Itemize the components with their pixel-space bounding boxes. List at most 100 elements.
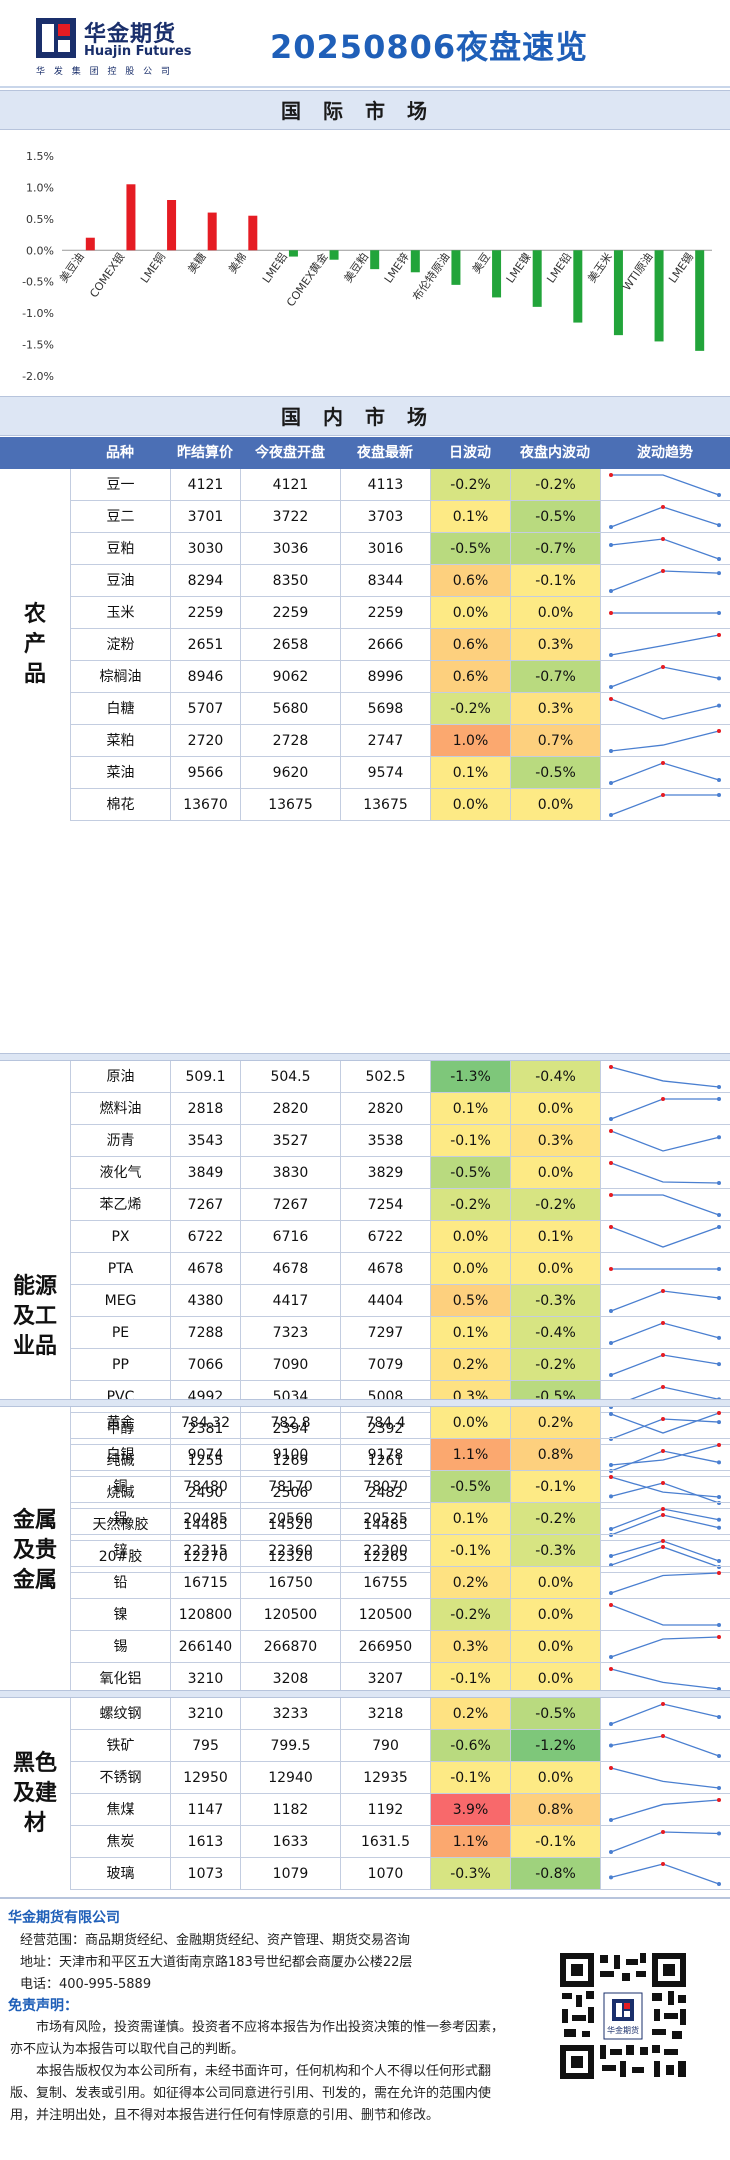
cell-open: 3036 [240, 533, 340, 565]
trend-sparkline [600, 1503, 730, 1535]
cell-prev: 1613 [170, 1826, 240, 1858]
cell-prev: 2651 [170, 629, 240, 661]
y-tick-label: 0.0% [26, 244, 54, 257]
trend-high-point [661, 1830, 665, 1834]
trend-line [610, 1290, 720, 1312]
cell-night: 0.8% [510, 1439, 600, 1471]
trend-point [717, 1411, 721, 1415]
cell-latest: 8344 [340, 565, 430, 597]
cell-night: 0.7% [510, 725, 600, 757]
cell-day: 0.0% [430, 1221, 510, 1253]
table-row: 铁矿 795 799.5 790 -0.6% -1.2% [0, 1730, 730, 1762]
cell-prev: 7066 [170, 1349, 240, 1381]
cell-latest: 9574 [340, 757, 430, 789]
trend-line [610, 1572, 720, 1594]
cell-day: 0.2% [430, 1349, 510, 1381]
cell-day: 1.0% [430, 725, 510, 757]
trend-line [610, 1130, 720, 1152]
trend-line [610, 1412, 720, 1434]
trend-line [610, 1799, 720, 1821]
report-footer: 华金期货有限公司 经营范围：商品期货经纪、金融期货经纪、资产管理、期货交易咨询 … [0, 1897, 730, 2160]
trend-high-point [661, 537, 665, 541]
cell-name: 豆一 [70, 469, 170, 501]
trend-sparkline [600, 1061, 730, 1093]
table-row: 苯乙烯 7267 7267 7254 -0.2% -0.2% [0, 1189, 730, 1221]
footer-phone: 电话：400-995-5889 [20, 1977, 152, 1992]
cell-prev: 4678 [170, 1253, 240, 1285]
cell-prev: 8294 [170, 565, 240, 597]
cell-night: -0.5% [510, 757, 600, 789]
trend-line [610, 1098, 719, 1120]
trend-sparkline [600, 501, 730, 533]
cell-name: 燃料油 [70, 1093, 170, 1125]
cell-name: 棉花 [70, 789, 170, 821]
cell-prev: 3210 [170, 1698, 240, 1730]
cell-prev: 266140 [170, 1631, 240, 1663]
trend-point [717, 571, 721, 576]
trend-point [609, 1818, 613, 1822]
cell-prev: 4380 [170, 1285, 240, 1317]
footer-company: 华金期货有限公司 [8, 1910, 120, 1926]
cell-latest: 22300 [340, 1535, 430, 1567]
logo-subtitle: 华 发 集 团 控 股 公 司 [36, 67, 174, 77]
table-row: 白糖 5707 5680 5698 -0.2% 0.3% [0, 693, 730, 725]
bar [329, 250, 339, 260]
cell-open: 799.5 [240, 1730, 340, 1762]
trend-point [717, 611, 721, 615]
trend-point [609, 1494, 613, 1499]
cell-night: 0.2% [510, 1407, 600, 1439]
cell-latest: 9178 [340, 1439, 430, 1471]
trend-point [717, 1443, 721, 1447]
trend-point [717, 793, 721, 797]
cell-latest: 6722 [340, 1221, 430, 1253]
bar [85, 237, 95, 251]
trend-line [610, 1604, 719, 1626]
cell-prev: 2259 [170, 597, 240, 629]
col-header-day: 日波动 [449, 445, 491, 461]
cell-prev: 8946 [170, 661, 240, 693]
table-row: 锌 22315 22360 22300 -0.1% -0.3% [0, 1535, 730, 1567]
cell-day: 0.6% [430, 565, 510, 597]
cell-name: 镍 [70, 1599, 170, 1631]
table-header: 品种 昨结算价 今夜盘开盘 夜盘最新 日波动 夜盘内波动 波动趋势 [0, 437, 730, 469]
company-logo: 华金期货 Huajin Futures 华 发 集 团 控 股 公 司 [36, 16, 196, 77]
cell-latest: 8996 [340, 661, 430, 693]
trend-point [609, 781, 613, 785]
trend-point [717, 676, 721, 681]
cell-prev: 6722 [170, 1221, 240, 1253]
group-separator [0, 1399, 730, 1407]
trend-high-point [661, 569, 665, 573]
col-header-latest: 夜盘最新 [357, 445, 413, 461]
cell-night: -0.2% [510, 1349, 600, 1381]
table-row: PTA 4678 4678 4678 0.0% 0.0% [0, 1253, 730, 1285]
cell-latest: 3016 [340, 533, 430, 565]
cell-prev: 120800 [170, 1599, 240, 1631]
disclaimer-title: 免责声明： [8, 1998, 78, 2014]
trend-point [609, 1463, 613, 1467]
trend-high-point [661, 1702, 665, 1706]
x-category-label: WTI原油 [619, 250, 655, 293]
trend-sparkline [600, 757, 730, 789]
cell-day: -1.3% [430, 1061, 510, 1093]
cell-night: -0.1% [510, 1826, 600, 1858]
trend-line [610, 762, 720, 784]
trend-sparkline [600, 789, 730, 821]
cell-latest: 4113 [340, 469, 430, 501]
footer-scope: 经营范围：商品期货经纪、金融期货经纪、资产管理、期货交易咨询 [20, 1933, 411, 1948]
cell-open: 6716 [240, 1221, 340, 1253]
trend-point [609, 1193, 613, 1197]
group-label-text: 金属及贵金属 [12, 1508, 57, 1593]
group-label-text: 能源及工业品 [12, 1274, 57, 1359]
cell-name: 螺纹钢 [70, 1698, 170, 1730]
cell-prev: 7267 [170, 1189, 240, 1221]
cell-prev: 20495 [170, 1503, 240, 1535]
trend-point [717, 1571, 721, 1575]
cell-open: 8350 [240, 565, 340, 597]
cell-latest: 2820 [340, 1093, 430, 1125]
cell-day: -0.5% [430, 533, 510, 565]
disclaimer-paragraph-1: 市场有风险，投资需谨慎。投资者不应将本报告为作出投资决策的惟一参考因素，亦不应认… [10, 2020, 505, 2057]
cell-day: 0.0% [430, 789, 510, 821]
cell-name: 豆二 [70, 501, 170, 533]
cell-open: 1633 [240, 1826, 340, 1858]
trend-point [609, 1475, 613, 1479]
